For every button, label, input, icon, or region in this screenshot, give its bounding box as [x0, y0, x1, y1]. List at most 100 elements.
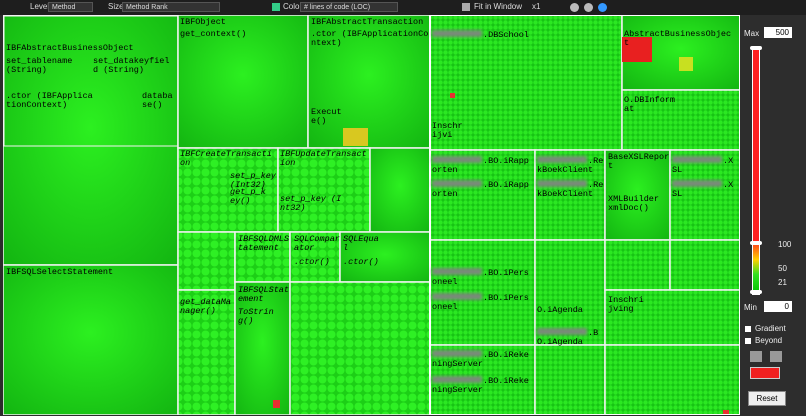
node-label: IBFSQLSelectStatement	[6, 268, 176, 277]
cell[interactable]	[369, 147, 431, 233]
label-text: .XSL	[672, 180, 734, 199]
slider-handle[interactable]	[750, 46, 762, 50]
cell[interactable]	[669, 149, 740, 241]
cell[interactable]	[450, 93, 455, 98]
node-label: .ctor (IBFApplicationContext)	[6, 92, 96, 110]
cell[interactable]	[177, 231, 236, 291]
label-text: set_p_key (Int32)	[280, 194, 342, 213]
cell[interactable]	[679, 57, 693, 71]
tick-label: 21	[778, 278, 787, 287]
cell[interactable]	[604, 344, 740, 415]
cell[interactable]	[669, 239, 740, 291]
node-label: XMLBuilder xmlDoc()	[608, 195, 663, 213]
label-text: .BO.iAgenda	[537, 328, 599, 347]
node-label: .BO.iRekeningServer	[432, 376, 532, 395]
cell[interactable]	[622, 37, 652, 62]
label-text: .BO.iRekeningServer	[432, 350, 529, 369]
node-label: Inschrijvi	[432, 122, 464, 140]
cell[interactable]	[3, 264, 179, 415]
label-text: database()	[142, 91, 173, 110]
label-text: IBFUpdateTransaction	[280, 149, 367, 168]
node-label: .XSL	[672, 156, 736, 175]
zoom-label: x1	[532, 2, 541, 11]
node-label: set_tablename (String)	[6, 57, 86, 75]
label-text: .ctor (IBFApplicationContext)	[6, 91, 93, 110]
node-label: IBFObject	[180, 18, 305, 27]
label-text: .ctor()	[343, 257, 379, 267]
node-label: set_datakeyfield (String)	[93, 57, 173, 75]
node-label: .BO.iPersoneel	[432, 268, 532, 287]
size-select[interactable]: Method Rank	[122, 2, 220, 12]
cell[interactable]	[3, 15, 179, 266]
cell[interactable]	[343, 128, 368, 146]
cell[interactable]	[273, 400, 280, 408]
node-label: IBFSQLStatement	[238, 286, 290, 304]
min-input[interactable]: 0	[764, 301, 792, 312]
level-select[interactable]: Method	[48, 2, 93, 12]
node-label: get_context()	[180, 30, 305, 39]
color-swatch[interactable]	[750, 367, 780, 379]
cell[interactable]	[604, 239, 671, 291]
node-label: .BO.iRapporten	[432, 180, 532, 199]
color-label: Color	[283, 2, 303, 11]
cell[interactable]	[289, 281, 431, 415]
label-text: .DBSchool	[483, 30, 529, 40]
cell[interactable]	[604, 149, 671, 241]
cell[interactable]	[339, 231, 431, 283]
label-text: .RekBoekClient	[537, 180, 604, 199]
reset-button[interactable]: Reset	[748, 391, 786, 406]
beyond-checkbox[interactable]: Beyond	[755, 336, 783, 345]
label-text: .BO.iPersoneel	[432, 293, 529, 312]
cell[interactable]	[429, 239, 536, 346]
label-text: .ctor()	[294, 257, 330, 267]
cell[interactable]	[723, 410, 729, 415]
node-label: .ctor (IBFApplicationContext)	[311, 30, 429, 48]
fit-button[interactable]: Fit in Window	[474, 2, 523, 11]
cell[interactable]	[307, 15, 431, 149]
label-text: BaseXSLReport	[608, 152, 670, 171]
node-label: .BO.iRapporten	[432, 156, 532, 175]
node-label: .RekBoekClient	[537, 180, 605, 199]
node-label: get_p_key()	[230, 188, 270, 206]
node-label: Inschrijving	[608, 296, 648, 314]
size-label: Size	[108, 2, 124, 11]
color-slider[interactable]	[752, 48, 760, 295]
label-text: set_p_key (Int32)	[230, 171, 276, 190]
gradient-checkbox[interactable]: Gradient	[755, 324, 786, 333]
label-text: SQLComparator	[294, 234, 340, 253]
node-label: .XSL	[672, 180, 736, 199]
label-text: .ctor (IBFApplicationContext)	[311, 29, 429, 48]
label-text: IBFSQLSelectStatement	[6, 267, 114, 277]
node-label: SQLComparator	[294, 235, 340, 253]
cell[interactable]	[534, 344, 606, 415]
slider-handle[interactable]	[750, 290, 762, 294]
label-text: ToString()	[238, 307, 274, 326]
level-label: Level	[30, 2, 50, 11]
cell[interactable]	[177, 289, 236, 415]
slider-handle[interactable]	[750, 241, 762, 245]
cell[interactable]	[234, 281, 291, 415]
label-text: .RekBoekClient	[537, 156, 604, 175]
cell[interactable]	[534, 239, 606, 346]
node-label: set_p_key (Int32)	[230, 172, 278, 190]
node-label: BaseXSLReport	[608, 153, 670, 171]
tick-label: 50	[778, 264, 787, 273]
node-label: O.DBInformat	[624, 96, 676, 114]
cell[interactable]	[177, 15, 309, 149]
node-label: get_dataManager()	[180, 298, 235, 316]
label-text: O.DBInformat	[624, 95, 676, 114]
cell[interactable]	[604, 289, 740, 346]
label-text: set_tablename (String)	[6, 56, 73, 75]
cell[interactable]	[429, 15, 740, 415]
cell[interactable]	[534, 149, 606, 241]
max-input[interactable]: 500	[764, 27, 792, 38]
node-label: set_p_key (Int32)	[280, 195, 342, 213]
color-select[interactable]: # lines of code (LOC)	[300, 2, 398, 12]
cell[interactable]	[3, 15, 179, 147]
cell[interactable]	[429, 149, 536, 241]
label-text: IBFCreateTransaction	[180, 149, 272, 168]
label-text: IBFSQLDMLStatement	[238, 234, 290, 253]
max-label: Max	[744, 29, 760, 38]
label-text: get_dataManager()	[180, 297, 232, 316]
